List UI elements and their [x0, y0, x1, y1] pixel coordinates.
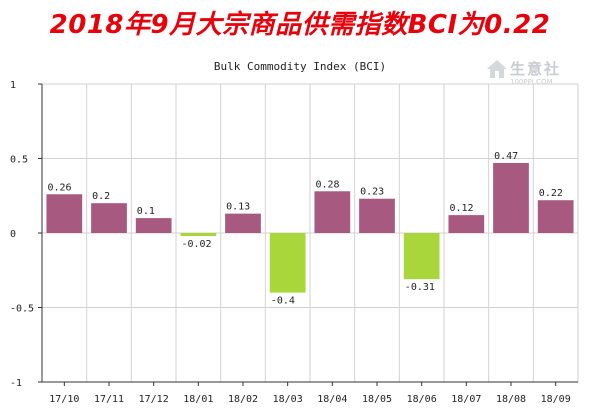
bar: [493, 162, 529, 233]
x-tick-label: 18/01: [183, 394, 213, 405]
bar: [359, 198, 395, 233]
data-label: 0.26: [47, 182, 71, 193]
bar: [314, 191, 351, 233]
x-tick-label: 18/07: [451, 394, 481, 405]
bar: [180, 233, 217, 236]
watermark-sub: 100PPI.COM: [510, 78, 553, 86]
x-tick-label: 18/08: [496, 394, 526, 405]
data-label: 0.28: [315, 179, 339, 190]
y-tick-label: -1: [10, 378, 22, 389]
x-tick-label: 18/03: [273, 394, 303, 405]
bar: [269, 233, 306, 293]
y-tick-label: -0.5: [10, 304, 34, 315]
bar: [91, 203, 127, 233]
data-label: -0.4: [271, 296, 295, 307]
headline: 2018年9月大宗商品供需指数BCI为0.22: [49, 10, 551, 40]
bar: [448, 215, 485, 233]
y-tick-label: 1: [10, 80, 16, 91]
x-tick-label: 18/04: [317, 394, 347, 405]
x-tick-label: 18/06: [407, 394, 437, 405]
data-label: 0.12: [449, 203, 473, 214]
data-label: 0.23: [360, 187, 384, 198]
bar: [46, 194, 83, 233]
watermark-logo: 生意社 100PPI.COM: [486, 58, 586, 94]
y-tick-label: 0.5: [10, 155, 28, 166]
house-icon: [487, 60, 507, 78]
chart-title: Bulk Commodity Index (BCI): [213, 60, 387, 73]
data-label: 0.13: [226, 202, 250, 213]
data-label: -0.31: [405, 282, 435, 293]
x-tick-label: 18/02: [228, 394, 258, 405]
data-label: 0.47: [494, 151, 518, 162]
bar: [135, 218, 172, 233]
data-label: 0.22: [539, 188, 563, 199]
x-tick-label: 18/09: [541, 394, 571, 405]
x-tick-label: 18/05: [362, 394, 392, 405]
x-tick-label: 17/11: [94, 394, 124, 405]
bar: [403, 233, 440, 280]
data-label: 0.2: [92, 191, 110, 202]
bar: [225, 213, 261, 233]
data-label: 0.1: [137, 206, 155, 217]
x-tick-label: 17/12: [139, 394, 169, 405]
bar: [537, 200, 574, 233]
y-tick-label: 0: [10, 229, 16, 240]
data-label: -0.02: [181, 239, 211, 250]
x-tick-label: 17/10: [49, 394, 79, 405]
watermark-text: 生意社: [510, 60, 562, 78]
